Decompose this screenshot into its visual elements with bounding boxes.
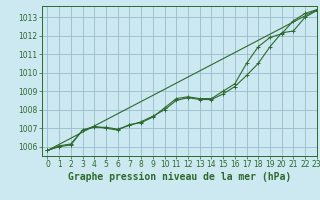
X-axis label: Graphe pression niveau de la mer (hPa): Graphe pression niveau de la mer (hPa) [68, 172, 291, 182]
